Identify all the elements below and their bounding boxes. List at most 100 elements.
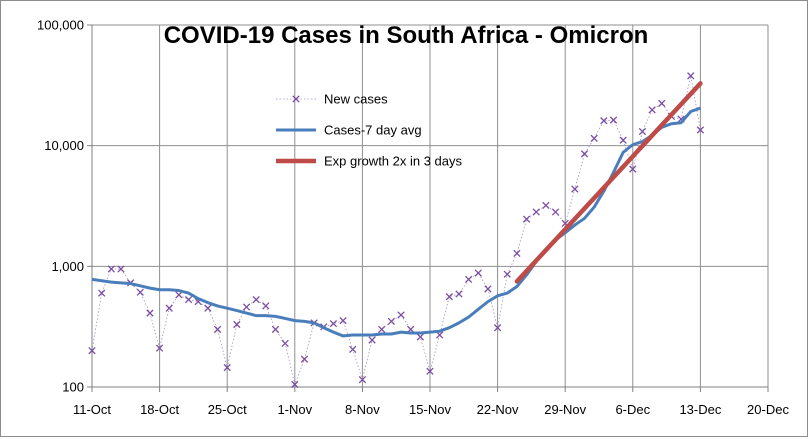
y-tick-labels: 100 1,000 10,000 100,000 [37, 18, 84, 395]
new-cases-marker [397, 311, 405, 319]
new-cases-marker [349, 345, 357, 354]
legend-item-exp-growth: Exp growth 2x in 3 days [276, 154, 463, 169]
marker-stroke [677, 115, 685, 123]
new-cases-marker [233, 320, 241, 329]
marker-stroke [687, 72, 695, 80]
avg-line [91, 106, 701, 338]
marker-stroke [532, 208, 540, 216]
new-cases-marker [204, 304, 212, 312]
x-tick-label: 18-Oct [140, 402, 179, 417]
marker-stroke [455, 290, 463, 298]
x-tick-label: 25-Oct [208, 402, 247, 417]
marker-stroke [580, 150, 589, 158]
new-cases-marker [590, 134, 598, 143]
marker-stroke [271, 325, 280, 334]
marker-stroke [522, 215, 531, 223]
y-tick-label: 100,000 [37, 18, 84, 33]
legend-item-7-day-avg: Cases-7 day avg [276, 123, 422, 138]
new-cases-marker [223, 363, 231, 372]
y-tick-label: 100 [62, 380, 84, 395]
new-cases-marker [329, 319, 338, 328]
series-7-day-avg [91, 106, 701, 338]
x-tick-label: 13-Dec [679, 402, 721, 417]
marker-stroke [658, 99, 666, 108]
marker-stroke [619, 136, 627, 144]
new-cases-marker [638, 127, 647, 136]
new-cases-marker [445, 293, 453, 301]
marker-stroke [175, 291, 183, 299]
new-cases-marker [252, 295, 260, 304]
marker-stroke [561, 219, 569, 228]
marker-stroke [339, 316, 347, 325]
new-cases-marker [291, 380, 299, 389]
marker-stroke [609, 116, 618, 124]
marker-stroke [349, 345, 357, 354]
marker-stroke [445, 293, 453, 301]
new-cases-marker [687, 72, 695, 80]
marker-stroke [117, 265, 125, 273]
marker-stroke [435, 331, 444, 339]
marker-stroke [97, 289, 106, 297]
legend-label: New cases [324, 92, 388, 107]
new-cases-line [91, 75, 701, 386]
x-tick-labels: 11-Oct 18-Oct 25-Oct 1-Nov 8-Nov 15-Nov 22-Nov… [73, 402, 789, 417]
new-cases-marker [358, 376, 367, 384]
new-cases-marker [146, 309, 154, 317]
marker-stroke [416, 333, 425, 341]
new-cases-marker [387, 317, 396, 326]
new-cases-marker [175, 291, 183, 299]
marker-stroke [165, 304, 173, 312]
new-cases-marker [300, 355, 309, 363]
new-cases-marker [184, 295, 193, 304]
marker-stroke [281, 339, 289, 348]
marker-stroke [242, 303, 251, 311]
legend-marker-stroke [292, 95, 300, 103]
new-cases-marker [97, 289, 106, 297]
new-cases-marker [609, 116, 618, 124]
new-cases-marker [339, 316, 347, 325]
marker-stroke [638, 127, 647, 136]
new-cases-marker [658, 99, 666, 108]
marker-stroke [204, 304, 212, 312]
marker-stroke [184, 295, 193, 304]
new-cases-marker [629, 165, 637, 173]
x-tick-label: 11-Oct [73, 402, 111, 417]
new-cases-marker [696, 126, 705, 134]
new-cases-marker [600, 117, 608, 125]
marker-stroke [696, 126, 705, 134]
new-cases-marker [426, 367, 434, 375]
new-cases-marker [88, 347, 96, 355]
marker-stroke [223, 363, 231, 372]
new-cases-marker [242, 303, 251, 311]
marker-stroke [493, 324, 502, 332]
new-cases-marker [619, 136, 627, 144]
new-cases-marker [580, 150, 589, 158]
new-cases-marker [648, 106, 656, 114]
new-cases-marker [416, 333, 425, 341]
new-cases-marker [213, 325, 222, 334]
legend-item-new-cases: New cases [276, 92, 388, 107]
marker-stroke [513, 249, 521, 258]
new-cases-marker [155, 344, 164, 352]
marker-stroke [648, 106, 656, 114]
new-cases-marker [493, 324, 502, 332]
marker-stroke [136, 288, 144, 296]
marker-stroke [397, 311, 405, 319]
y-tick-label: 1,000 [51, 259, 84, 274]
marker-stroke [252, 295, 260, 304]
x-tick-label: 15-Nov [409, 402, 451, 417]
marker-stroke [358, 376, 367, 384]
new-cases-marker [281, 339, 289, 348]
legend: New cases Cases-7 day avg Exp growth 2x in… [276, 92, 463, 169]
legend-label: Cases-7 day avg [324, 123, 422, 138]
x-tick-label: 22-Nov [477, 402, 519, 417]
x-tick-label: 20-Dec [747, 402, 789, 417]
marker-stroke [368, 336, 376, 344]
new-cases-marker [532, 208, 540, 216]
series-new-cases [88, 72, 705, 389]
new-cases-marker [262, 302, 270, 310]
marker-stroke [378, 325, 386, 334]
marker-stroke [300, 355, 309, 363]
new-cases-marker [474, 269, 482, 277]
marker-stroke [155, 344, 164, 352]
